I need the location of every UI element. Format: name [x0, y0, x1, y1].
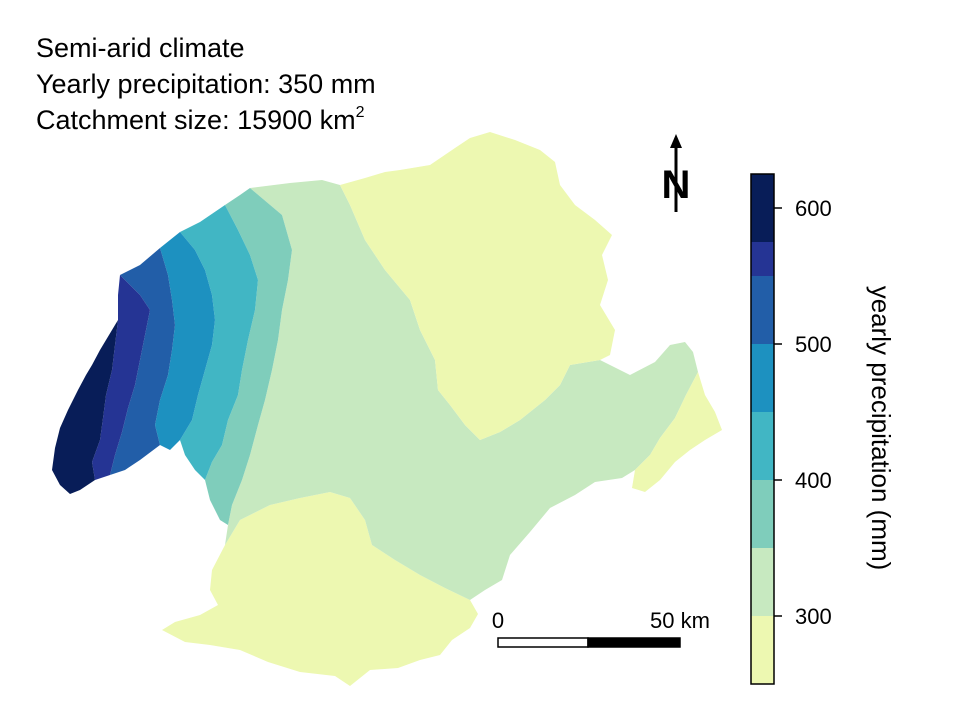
- scale-bar-end-label: 50 km: [650, 608, 710, 633]
- zone-475: [155, 232, 215, 450]
- scale-bar-black-segment: [587, 637, 681, 648]
- legend-tick-label-2: 400: [795, 468, 832, 493]
- scale-bar: 0 50 km: [492, 608, 710, 648]
- catchment-size-superscript: 2: [355, 104, 365, 121]
- legend-title: yearly precipitation (mm): [866, 286, 896, 571]
- legend-bin-3: [751, 344, 774, 412]
- precipitation-label: Yearly precipitation: 350 mm: [36, 69, 376, 99]
- scale-bar-start-label: 0: [492, 608, 504, 633]
- north-arrow-letter: N: [662, 163, 691, 207]
- legend-bin-7: [751, 616, 774, 684]
- zone-east-300: [632, 372, 722, 492]
- legend-tick-label-3: 300: [795, 604, 832, 629]
- legend-tick-label-1: 500: [795, 332, 832, 357]
- map-info: Semi-arid climate Yearly precipitation: …: [36, 30, 376, 138]
- climate-label: Semi-arid climate: [36, 33, 245, 63]
- legend-ticks: 600 500 400 300: [774, 196, 832, 629]
- zone-600: [52, 320, 118, 494]
- north-arrowhead-icon: [670, 134, 682, 148]
- legend-bin-5: [751, 480, 774, 548]
- legend-bin-0: [751, 174, 774, 242]
- zone-560: [92, 275, 150, 480]
- legend-bin-6: [751, 548, 774, 616]
- zone-south-300: [162, 492, 478, 686]
- legend: 600 500 400 300 yearly precipitation (mm): [750, 173, 896, 685]
- zone-central-325: [225, 180, 698, 600]
- zone-525: [110, 248, 175, 475]
- zone-375: [205, 188, 292, 525]
- zone-425: [180, 205, 258, 480]
- legend-bin-2: [751, 276, 774, 344]
- north-arrow: N: [662, 134, 691, 212]
- zone-northeast-300: [340, 132, 615, 440]
- legend-frame: [750, 173, 775, 685]
- catchment-size-label: Catchment size: 15900 km2: [36, 102, 376, 138]
- precipitation-zones: [52, 132, 722, 686]
- legend-bin-1: [751, 242, 774, 276]
- legend-bin-4: [751, 412, 774, 480]
- scale-bar-white-segment: [497, 637, 589, 648]
- legend-tick-label-0: 600: [795, 196, 832, 221]
- legend-color-bins: [751, 174, 774, 684]
- catchment-size-text: Catchment size: 15900 km: [36, 105, 356, 135]
